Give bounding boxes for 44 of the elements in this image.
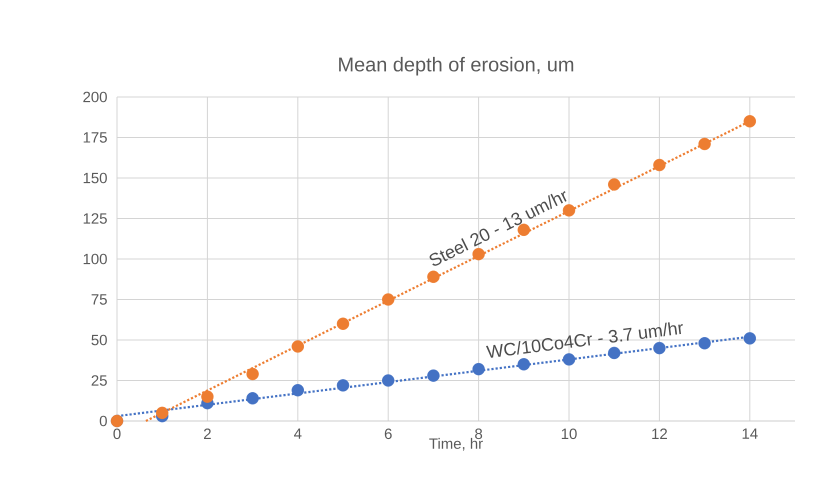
point	[518, 358, 530, 370]
x-tick-label: 10	[562, 428, 577, 440]
y-tick-label: 175	[84, 132, 107, 143]
x-tick-label: 2	[204, 428, 211, 439]
point	[156, 406, 168, 420]
x-axis-title: Time, hr	[429, 438, 483, 451]
point	[472, 248, 485, 260]
x-tick-label: 6	[384, 428, 392, 440]
y-tick-label: 150	[84, 172, 107, 184]
y-tick-label: 25	[92, 375, 107, 386]
point	[336, 318, 350, 330]
x-tick-label: 12	[652, 428, 667, 439]
point	[246, 368, 259, 380]
point	[472, 362, 485, 376]
point	[698, 337, 711, 350]
point	[427, 270, 440, 284]
point	[744, 115, 756, 128]
point	[427, 369, 440, 382]
point	[653, 158, 666, 172]
y-tick-label: 125	[84, 213, 107, 224]
point	[292, 340, 304, 353]
y-tick-label: 50	[91, 334, 107, 346]
y-tick-label: 100	[84, 254, 107, 264]
point	[608, 178, 620, 191]
point	[246, 392, 259, 405]
point	[382, 293, 394, 306]
annotation: WC/10Co4Cr - 3.7 um/hr	[486, 322, 683, 358]
y-tick-label: 200	[83, 92, 107, 102]
point	[608, 346, 620, 360]
chart-title: Mean depth of erosion, um	[339, 56, 574, 76]
point	[292, 384, 304, 396]
point	[336, 379, 350, 392]
y-tick-label: 0	[100, 416, 107, 426]
y-tick-label: 75	[92, 294, 107, 305]
point	[201, 390, 214, 403]
point	[698, 138, 711, 150]
x-tick-label: 14	[742, 428, 758, 439]
x-tick-label: 8	[475, 428, 482, 440]
annotation: Steel 20 - 13 um/hr	[430, 191, 567, 266]
x-tick-label: 0	[113, 428, 121, 440]
point	[382, 374, 394, 387]
point	[744, 332, 756, 345]
point	[653, 342, 666, 354]
x-tick-label: 4	[294, 428, 302, 439]
